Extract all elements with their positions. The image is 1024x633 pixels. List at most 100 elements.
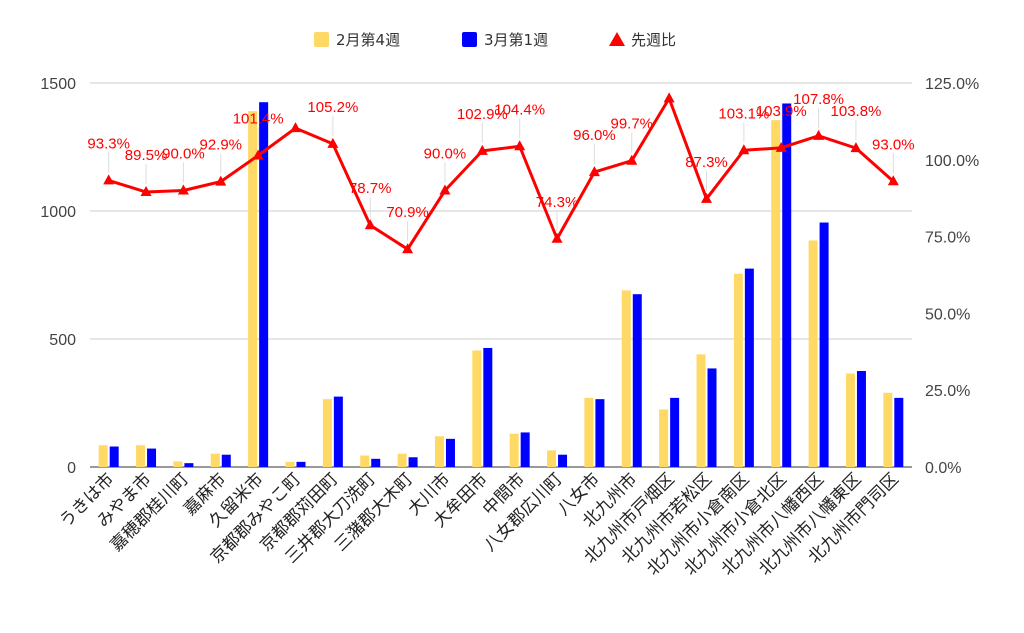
ratio-data-label: 101.4% [233,110,284,127]
data-labels: 93.3%89.5%90.0%92.9%101.4%105.2%78.7%70.… [87,91,915,242]
ratio-data-label: 96.0% [573,127,616,144]
bar-mar-week1 [819,222,829,467]
ratio-marker [252,149,264,160]
bar-feb-week4 [509,433,519,467]
ratio-marker [327,137,339,148]
bar-mar-week1 [894,397,904,467]
legend-swatch [314,32,329,47]
ratio-data-label: 104.4% [494,101,545,118]
bar-feb-week4 [360,455,370,467]
ratio-data-label: 103.8% [831,103,882,120]
legend-swatch-triangle [609,32,625,46]
ratio-marker [103,174,115,185]
y-right-tick-label: 0.0% [925,460,961,477]
ratio-data-label: 105.2% [307,99,358,116]
ratio-data-label: 78.7% [349,180,392,197]
ratio-marker [514,140,526,151]
bar-mar-week1 [371,458,381,467]
y-right-tick-label: 25.0% [925,383,970,400]
bars [98,102,904,468]
y-left-tick-label: 1000 [40,204,76,221]
bar-mar-week1 [408,457,418,467]
bar-feb-week4 [659,409,669,467]
bar-feb-week4 [472,350,482,467]
bar-mar-week1 [632,294,642,467]
ratio-data-label: 107.8% [793,91,844,108]
ratio-marker [775,141,787,152]
ratio-marker [476,144,488,155]
bar-feb-week4 [397,453,407,467]
bar-feb-week4 [434,436,444,467]
y-left-tick-label: 1500 [40,76,76,93]
bar-feb-week4 [883,392,893,467]
bar-mar-week1 [483,347,493,467]
bar-mar-week1 [333,396,343,467]
bar-mar-week1 [184,463,194,467]
ratio-marker [290,122,301,133]
ratio-marker [588,166,600,177]
ratio-marker [626,154,638,165]
ratio-data-label: 103.9% [756,103,807,120]
ratio-data-label: 103.1% [718,105,769,122]
legend-label: 先週比 [631,31,676,49]
ratio-data-label: 90.0% [162,146,205,163]
y-left-tick-label: 500 [49,332,76,349]
ratio-marker [215,175,227,186]
bar-mar-week1 [707,368,717,467]
bar-mar-week1 [744,268,754,467]
ratio-marker [738,144,750,155]
bar-mar-week1 [595,399,605,467]
y-left-tick-label: 0 [67,460,76,477]
bar-feb-week4 [136,445,146,467]
bar-feb-week4 [173,461,183,467]
ratio-marker [439,184,451,195]
ratio-data-label: 93.0% [872,136,915,153]
bar-mar-week1 [296,461,306,467]
ratio-line-path [108,96,895,251]
y-right-tick-label: 75.0% [925,230,970,247]
bar-feb-week4 [248,111,258,467]
y-right-tick-label: 100.0% [925,153,979,170]
ratio-marker [551,232,563,243]
bar-mar-week1 [520,432,530,467]
ratio-marker [402,243,414,254]
ratio-data-label: 70.9% [386,204,429,221]
bar-mar-week1 [221,454,231,467]
ratio-marker [663,92,675,103]
bar-feb-week4 [210,453,220,467]
bar-mar-week1 [259,102,269,467]
bar-mar-week1 [558,454,568,467]
legend-label: 2月第4週 [336,31,400,49]
ratio-data-label: 99.7% [610,116,653,133]
bar-feb-week4 [845,373,855,467]
legend-label: 3月第1週 [484,31,548,49]
bar-feb-week4 [547,450,557,467]
ratio-marker [364,219,376,230]
bar-feb-week4 [322,399,332,467]
ratio-data-label: 92.9% [199,137,242,154]
ratio-marker [177,184,189,195]
legend: 2月第4週 3月第1週 先週比 [314,31,676,49]
y-right-tick-label: 50.0% [925,306,970,323]
bar-feb-week4 [98,445,108,467]
bar-feb-week4 [808,240,818,467]
bar-feb-week4 [621,290,631,467]
ratio-data-label: 89.5% [125,147,168,164]
bar-feb-week4 [584,397,594,467]
ratio-marker [887,175,899,186]
ratio-data-label: 87.3% [685,154,728,171]
y-right-tick-label: 125.0% [925,76,979,93]
ratio-data-label: 102.9% [457,106,508,123]
bar-mar-week1 [109,446,119,467]
ratio-data-label: 90.0% [424,146,467,163]
ratio-marker [701,192,712,203]
ratio-data-label: 74.3% [536,194,579,211]
bar-mar-week1 [445,438,455,467]
bar-mar-week1 [856,371,866,467]
bar-feb-week4 [771,120,781,468]
bar-feb-week4 [733,273,743,467]
ratio-line [103,92,899,254]
ratio-marker [813,129,825,140]
bar-mar-week1 [670,397,680,467]
